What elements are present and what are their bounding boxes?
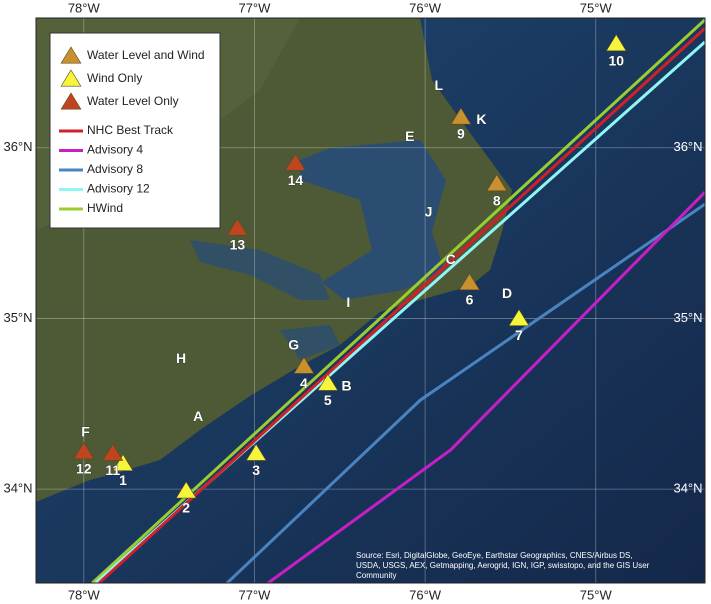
place-label: C: [446, 251, 456, 267]
station-label: 10: [608, 52, 624, 68]
station-label: 8: [493, 192, 501, 208]
station-marker: [226, 218, 248, 236]
x-tick-label: 78°W: [68, 587, 101, 602]
source-text: Community: [356, 571, 396, 580]
station-marker: [175, 481, 197, 499]
station-marker: [102, 443, 124, 461]
station-label: 2: [182, 500, 190, 516]
station-label: 9: [457, 126, 465, 142]
graticule: [36, 18, 705, 583]
legend-label: Advisory 8: [87, 162, 143, 176]
station-marker: [73, 441, 95, 460]
source-text: Source: Esri, DigitalGlobe, GeoEye, Eart…: [356, 551, 633, 560]
place-label: F: [81, 423, 90, 439]
station-marker: [112, 453, 134, 472]
place-label: G: [288, 336, 299, 352]
legend-symbol: [60, 69, 82, 87]
station-label: 1: [119, 472, 127, 488]
source-text: USDA, USGS, AEX, Getmapping, Aerogrid, I…: [356, 561, 650, 570]
station-marker: [317, 373, 339, 391]
place-label: A: [193, 408, 203, 424]
station-marker: [459, 273, 480, 291]
river: [190, 240, 330, 300]
y-tick-label: 36°N: [673, 139, 702, 154]
track-line: [267, 191, 705, 583]
place-label: E: [405, 128, 414, 144]
track-line: [98, 27, 705, 583]
place-labels: A B C D E F G H I J K L: [81, 77, 512, 440]
river: [280, 325, 340, 360]
legend-label: HWind: [87, 201, 123, 215]
station-label: 7: [515, 327, 523, 343]
station-label: 13: [230, 237, 246, 253]
station-marker: [293, 356, 315, 374]
x-tick-label: 77°W: [238, 0, 271, 15]
x-tick-label: 75°W: [580, 0, 613, 15]
tracks: [91, 18, 705, 583]
track-line: [91, 18, 705, 583]
legend-symbol: [60, 92, 82, 110]
place-label: K: [476, 111, 486, 127]
station-label: 6: [466, 291, 474, 307]
legend-label: Water Level Only: [87, 94, 179, 108]
y-tick-label: 34°N: [673, 481, 702, 496]
legend-label: Advisory 4: [87, 143, 143, 157]
y-tick-label: 36°N: [3, 139, 32, 154]
legend-symbol: [60, 46, 82, 64]
station-label: 3: [252, 462, 260, 478]
station-label: 5: [324, 392, 332, 408]
map-frame: [35, 17, 706, 584]
x-tick-label: 76°W: [409, 587, 442, 602]
station-label: 14: [288, 172, 304, 188]
station-marker: [450, 107, 472, 125]
place-label: D: [502, 285, 512, 301]
y-tick-label: 35°N: [3, 310, 32, 325]
y-tick-label: 35°N: [673, 310, 702, 325]
legend-label: NHC Best Track: [87, 123, 174, 137]
station-marker: [486, 173, 508, 192]
station-label: 12: [76, 460, 92, 476]
sound: [300, 140, 446, 300]
legend-label: Water Level and Wind: [87, 48, 205, 62]
station-marker: [284, 153, 306, 171]
station-marker: [605, 34, 627, 52]
track-line: [226, 202, 705, 583]
place-label: J: [425, 203, 433, 219]
place-label: I: [346, 294, 350, 310]
axis-labels: 78°W 78°W 77°W 77°W 76°W 76°W 75°W 75°W 34°N 34°N…: [3, 0, 702, 602]
x-tick-label: 76°W: [409, 0, 442, 15]
place-label: L: [434, 77, 443, 93]
legend: Water Level and Wind Wind Only Water Level…: [59, 46, 205, 215]
source-credit: Source: Esri, DigitalGlobe, GeoEye, Eart…: [356, 551, 650, 580]
x-tick-label: 75°W: [580, 587, 613, 602]
y-tick-label: 34°N: [3, 481, 32, 496]
station-marker: [508, 308, 530, 326]
station-label: 4: [300, 375, 308, 391]
place-label: B: [342, 377, 352, 393]
x-tick-label: 78°W: [68, 0, 101, 15]
station-marker: [245, 443, 267, 461]
place-label: H: [176, 350, 186, 366]
legend-label: Wind Only: [87, 71, 142, 85]
station-label: 11: [105, 462, 120, 478]
legend-label: Advisory 12: [87, 182, 150, 196]
x-tick-label: 77°W: [238, 587, 271, 602]
